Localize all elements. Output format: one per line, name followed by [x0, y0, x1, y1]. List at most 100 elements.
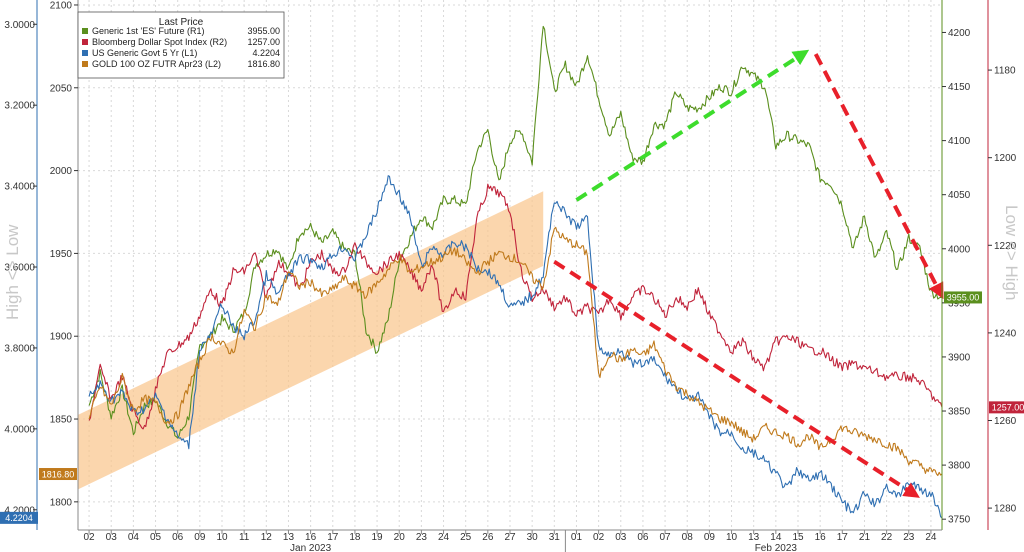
x-tick-label: 18: [349, 532, 361, 543]
x-tick-label: 09: [194, 532, 206, 543]
trend-band-shape: [78, 191, 544, 490]
x-tick-label: 03: [106, 532, 118, 543]
legend-swatch-dollar: [82, 39, 88, 45]
x-tick-label: 02: [593, 532, 605, 543]
x-tick-label: 24: [925, 532, 937, 543]
x-tick-label: 11: [239, 532, 250, 543]
tick-label: 1240: [994, 328, 1017, 339]
x-tick-label: 20: [394, 532, 406, 543]
legend-swatch-gold: [82, 61, 88, 67]
x-tick-label: 15: [792, 532, 804, 543]
trend-arrows: [553, 49, 944, 498]
legend-swatch-es: [82, 28, 88, 34]
trend-arrow-red: [553, 260, 920, 498]
x-axis-ticks: 02 03 04 05 06 09 10 11 12 13 16 17 18 19 20 23 24 25 26 27…: [84, 530, 937, 552]
last-value-badge-text: 3955.00: [947, 293, 980, 303]
tick-label: 2100: [50, 0, 73, 11]
month-label: Feb 2023: [755, 543, 798, 552]
series-lines: [88, 25, 942, 519]
last-value-badges: 3955.00 1257.00 1816.80 4.2204: [0, 291, 1024, 524]
last-value-badge-text: 1816.80: [42, 469, 75, 479]
tick-label: 3.8000: [4, 343, 35, 354]
legend-label-es: Generic 1st 'ES' Future (R1): [92, 26, 204, 36]
x-tick-label: 16: [305, 532, 317, 543]
x-tick-label: 27: [504, 532, 516, 543]
trend-arrow-red: [813, 53, 944, 300]
tick-label: 3.6000: [4, 263, 35, 274]
tick-label: 3.0000: [4, 20, 35, 31]
legend-value-dollar: 1257.00: [247, 37, 280, 47]
tick-label: 3850: [948, 407, 971, 418]
x-tick-label: 25: [460, 532, 472, 543]
tick-label: 1200: [994, 153, 1017, 164]
tick-label: 3950: [948, 298, 971, 309]
legend-swatch-yield5: [82, 50, 88, 56]
right-outer-axis-ticks: 1180 1200 1220 1240 1260 1280: [988, 66, 1017, 515]
tick-label: 3800: [948, 461, 971, 472]
tick-label: 3.4000: [4, 182, 35, 193]
x-tick-label: 09: [704, 532, 716, 543]
tick-label: 3900: [948, 352, 971, 363]
tick-label: 2050: [50, 83, 73, 94]
legend-rows: Generic 1st 'ES' Future (R1) 3955.00 Bloom…: [82, 26, 280, 69]
x-tick-label: 02: [84, 532, 96, 543]
tick-label: 4.2000: [4, 505, 35, 516]
x-tick-label: 07: [660, 532, 672, 543]
tick-label: 4150: [948, 82, 971, 93]
legend-label-dollar: Bloomberg Dollar Spot Index (R2): [92, 37, 227, 47]
tick-label: 1220: [994, 241, 1017, 252]
left-side-label: High <> Low: [3, 224, 22, 320]
last-value-badge-text: 4.2204: [5, 513, 33, 523]
legend-label-gold: GOLD 100 OZ FUTR Apr23 (L2): [92, 59, 221, 69]
x-tick-label: 13: [748, 532, 760, 543]
x-tick-label: 16: [815, 532, 827, 543]
legend-value-gold: 1816.80: [247, 59, 280, 69]
tick-label: 4000: [948, 244, 971, 255]
tick-label: 1800: [50, 497, 73, 508]
last-value-badge-es: [944, 291, 982, 304]
right-side-label: Low <> High: [1002, 205, 1021, 300]
last-value-badge-gold: [39, 468, 77, 481]
tick-label: 1950: [50, 249, 73, 260]
x-tick-label: 08: [682, 532, 694, 543]
x-tick-label: 26: [482, 532, 494, 543]
left-inner-axis-ticks: 1800 1850 1900 1950 2000 2050 2100: [50, 0, 78, 508]
trend-arrow-green: [575, 49, 810, 202]
tick-label: 3.2000: [4, 101, 35, 112]
tick-label: 2000: [50, 166, 73, 177]
x-tick-label: 06: [637, 532, 649, 543]
x-tick-label: 23: [903, 532, 915, 543]
x-tick-label: 19: [372, 532, 384, 543]
last-value-badge-dollar: [989, 401, 1024, 414]
x-tick-label: 06: [172, 532, 184, 543]
tick-label: 1850: [50, 415, 73, 426]
series-line-gold: [88, 226, 942, 477]
legend-title: Last Price: [159, 17, 204, 28]
tick-label: 4050: [948, 190, 971, 201]
x-tick-label: 21: [859, 532, 871, 543]
series-line-dollar: [88, 183, 942, 430]
x-tick-label: 04: [128, 532, 140, 543]
x-tick-label: 10: [726, 532, 738, 543]
left-outer-axis-ticks: 3.0000 3.2000 3.4000 3.6000 3.8000 4.0000 4.20…: [4, 20, 37, 516]
last-value-badge-text: 1257.00: [992, 403, 1024, 413]
month-label: Jan 2023: [290, 543, 332, 552]
tick-label: 1280: [994, 504, 1017, 515]
x-tick-label: 03: [615, 532, 627, 543]
legend-value-yield5: 4.2204: [252, 48, 280, 58]
legend: Last Price Generic 1st 'ES' Future (R1) 3…: [77, 11, 285, 79]
tick-label: 4200: [948, 28, 971, 39]
tick-label: 4100: [948, 136, 971, 147]
x-tick-label: 01: [571, 532, 583, 543]
trend-band: [78, 191, 544, 490]
legend-box: [77, 11, 285, 79]
tick-label: 1900: [50, 332, 73, 343]
x-tick-label: 30: [527, 532, 539, 543]
legend-label-yield5: US Generic Govt 5 Yr (L1): [92, 48, 197, 58]
series-line-yield5: [88, 175, 942, 519]
x-tick-label: 22: [881, 532, 893, 543]
x-tick-label: 14: [770, 532, 782, 543]
x-tick-label: 12: [261, 532, 273, 543]
x-tick-label: 10: [216, 532, 228, 543]
